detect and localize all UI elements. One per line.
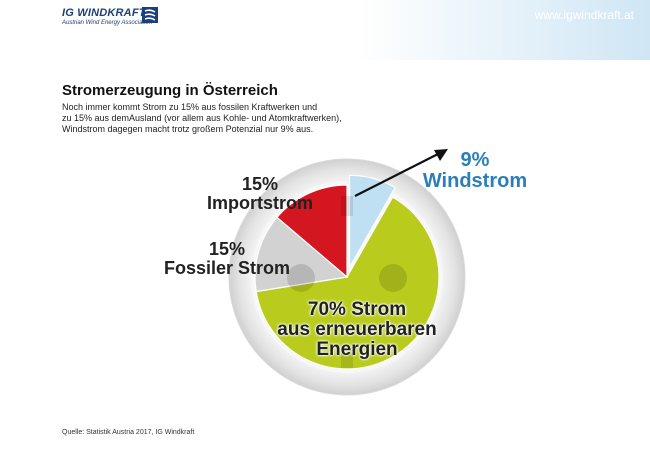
logo-subtitle: Austrian Wind Energy Association (62, 20, 153, 26)
wind-logo-icon (142, 7, 158, 23)
wind-arrow (354, 149, 448, 197)
pie-slice-importstrom (276, 184, 348, 279)
pie-slice-strom-aus-erneuerbaren-energien (255, 196, 440, 370)
label-import-value: 15% (241, 174, 279, 194)
label-renewable-line2: aus erneuerbaren (277, 318, 437, 340)
logo: IG WINDKRAFT Austrian Wind Energy Associ… (62, 7, 158, 26)
site-url[interactable]: www.igwindkraft.at (534, 8, 634, 22)
label-import: 15% Importstrom (195, 175, 325, 213)
plug-pin-bottom (341, 346, 353, 368)
label-fossil: 15% Fossiler Strom (142, 240, 312, 278)
label-wind-name: Windstrom (422, 170, 528, 192)
plug-socket-left (287, 264, 315, 292)
description-line: zu 15% aus demAusland (vor allem aus Koh… (62, 113, 342, 123)
description: Noch immer kommt Strom zu 15% aus fossil… (62, 102, 422, 135)
page-title: Stromerzeugung in Österreich (62, 82, 278, 99)
label-renewable-line1: 70% Strom (307, 299, 407, 320)
source-note: Quelle: Statistik Austria 2017, IG Windk… (62, 429, 195, 436)
pie-slice-fossiler-strom (254, 216, 349, 293)
pie-slice-windstrom (348, 174, 397, 270)
label-renewable-line3: Energien (316, 338, 398, 360)
label-fossil-value: 15% (208, 239, 246, 259)
label-fossil-name: Fossiler Strom (163, 257, 291, 278)
pie-slices (254, 174, 440, 370)
label-wind: 9% Windstrom (400, 150, 550, 192)
description-line: Noch immer kommt Strom zu 15% aus fossil… (62, 102, 318, 112)
plug-socket-right (379, 264, 407, 292)
label-import-name: Importstrom (206, 192, 313, 213)
description-line: Windstrom dagegen macht trotz großem Pot… (62, 124, 314, 134)
label-wind-value: 9% (460, 149, 490, 171)
logo-title: IG WINDKRAFT (62, 7, 146, 19)
header-band (0, 0, 650, 60)
label-renewable: 70% Strom aus erneuerbaren Energien (262, 300, 452, 360)
plug-pin-top (341, 196, 353, 216)
